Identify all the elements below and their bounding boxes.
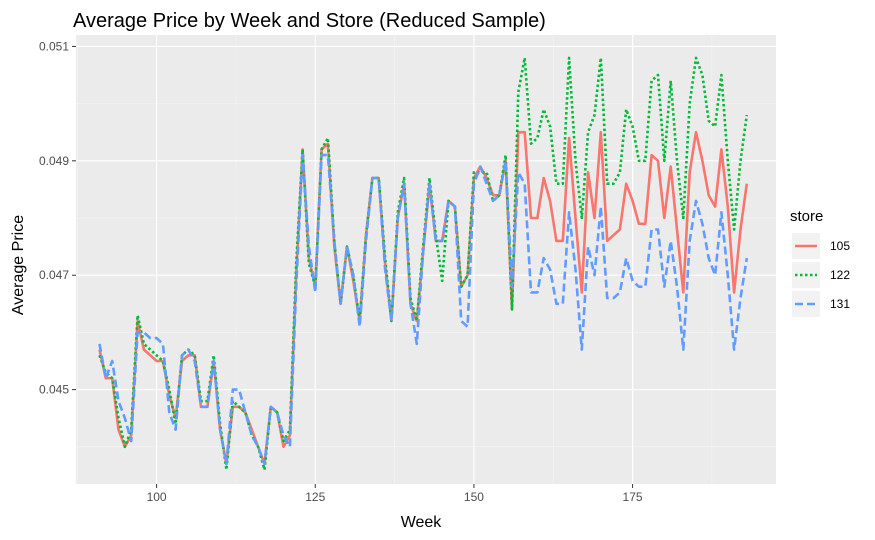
x-tick-label: 125	[305, 490, 325, 504]
x-axis-title: Week	[401, 514, 443, 531]
x-axis: 100 125 150 175	[147, 484, 643, 504]
legend: store 105 122 131	[790, 208, 850, 317]
y-tick-label: 0.047	[39, 268, 69, 282]
x-tick-label: 175	[623, 490, 643, 504]
legend-label-131: 131	[830, 297, 850, 311]
y-tick-label: 0.051	[39, 39, 69, 53]
grid-lines	[76, 35, 776, 484]
y-axis: 0.045 0.047 0.049 0.051	[39, 39, 76, 397]
x-tick-label: 150	[464, 490, 484, 504]
legend-label-122: 122	[830, 268, 850, 282]
chart-title: Average Price by Week and Store (Reduced…	[73, 10, 546, 32]
legend-title: store	[790, 208, 823, 225]
y-tick-label: 0.045	[39, 383, 69, 397]
y-axis-title: Average Price	[10, 215, 27, 315]
y-tick-label: 0.049	[39, 154, 69, 168]
x-tick-label: 100	[147, 490, 167, 504]
legend-label-105: 105	[830, 239, 850, 253]
plot-panel	[76, 35, 776, 484]
series-line-131	[98, 153, 749, 466]
series-layer	[98, 56, 749, 472]
